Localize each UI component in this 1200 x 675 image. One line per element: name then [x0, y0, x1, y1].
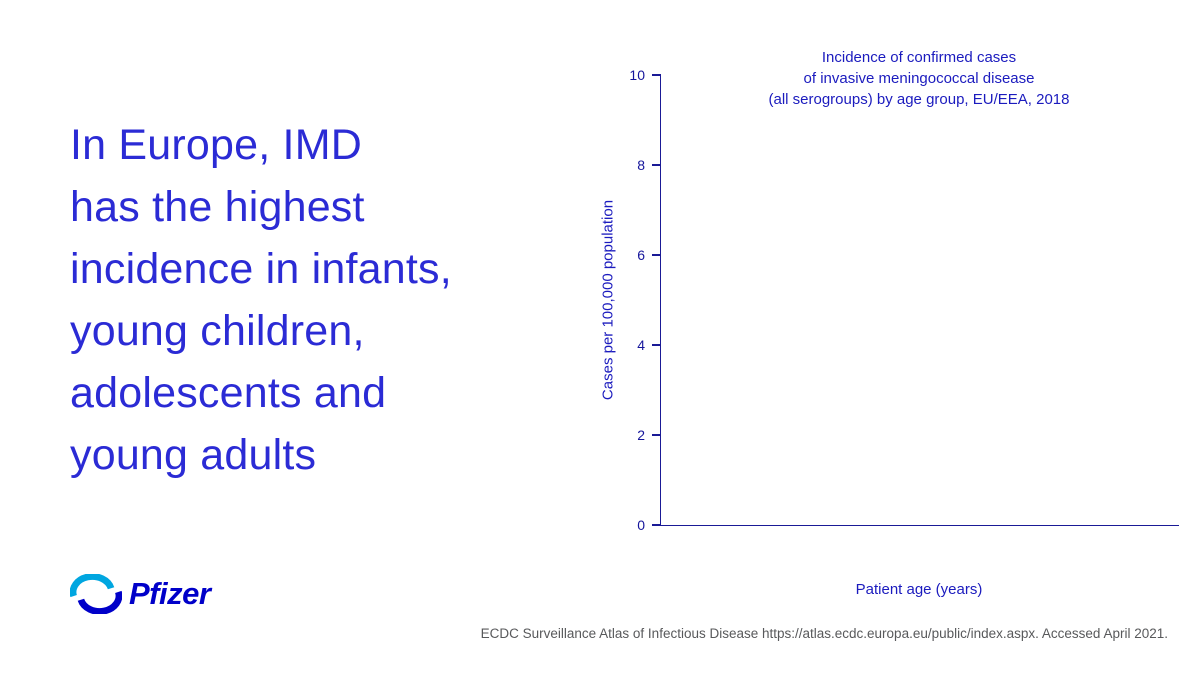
- y-tick: 2: [637, 427, 661, 443]
- y-tick-mark: [652, 434, 661, 436]
- chart-title-line: Incidence of confirmed cases: [821, 49, 1017, 66]
- y-tick: 6: [637, 247, 661, 263]
- headline-line: incidence in infants,: [70, 245, 452, 293]
- headline: In Europe, IMD has the highest incidence…: [70, 114, 452, 486]
- y-tick-mark: [652, 524, 661, 526]
- chart-title: Incidence of confirmed cases of invasive…: [660, 47, 1178, 110]
- chart-title-line: (all serogroups) by age group, EU/EEA, 2…: [768, 91, 1070, 108]
- pfizer-logo: Pfizer: [70, 574, 211, 614]
- y-tick: 8: [637, 157, 661, 173]
- y-tick-mark: [652, 74, 661, 76]
- pfizer-logo-icon: [70, 574, 122, 614]
- headline-line: In Europe, IMD: [70, 121, 362, 169]
- y-tick-label: 4: [637, 337, 645, 353]
- y-tick-label: 0: [637, 517, 645, 533]
- y-tick: 0: [637, 517, 661, 533]
- y-tick-label: 8: [637, 157, 645, 173]
- y-tick-mark: [652, 164, 661, 166]
- x-axis-title: Patient age (years): [855, 581, 983, 598]
- y-tick-mark: [652, 254, 661, 256]
- y-tick-label: 2: [637, 427, 645, 443]
- chart-title-line: of invasive meningococcal disease: [803, 70, 1035, 87]
- pfizer-wordmark: Pfizer: [129, 576, 211, 611]
- headline-line: adolescents and: [70, 369, 387, 417]
- y-tick-label: 10: [629, 67, 645, 83]
- headline-line: young adults: [70, 431, 317, 479]
- y-tick: 10: [629, 67, 661, 83]
- y-axis-title: Cases per 100,000 population: [599, 199, 617, 401]
- headline-line: young children,: [70, 307, 365, 355]
- source-citation: ECDC Surveillance Atlas of Infectious Di…: [480, 626, 1168, 641]
- headline-line: has the highest: [70, 183, 365, 231]
- y-tick-mark: [652, 344, 661, 346]
- plot-area: 10 8 6 4 2 0: [629, 67, 1179, 533]
- y-tick-label: 6: [637, 247, 645, 263]
- y-tick: 4: [637, 337, 661, 353]
